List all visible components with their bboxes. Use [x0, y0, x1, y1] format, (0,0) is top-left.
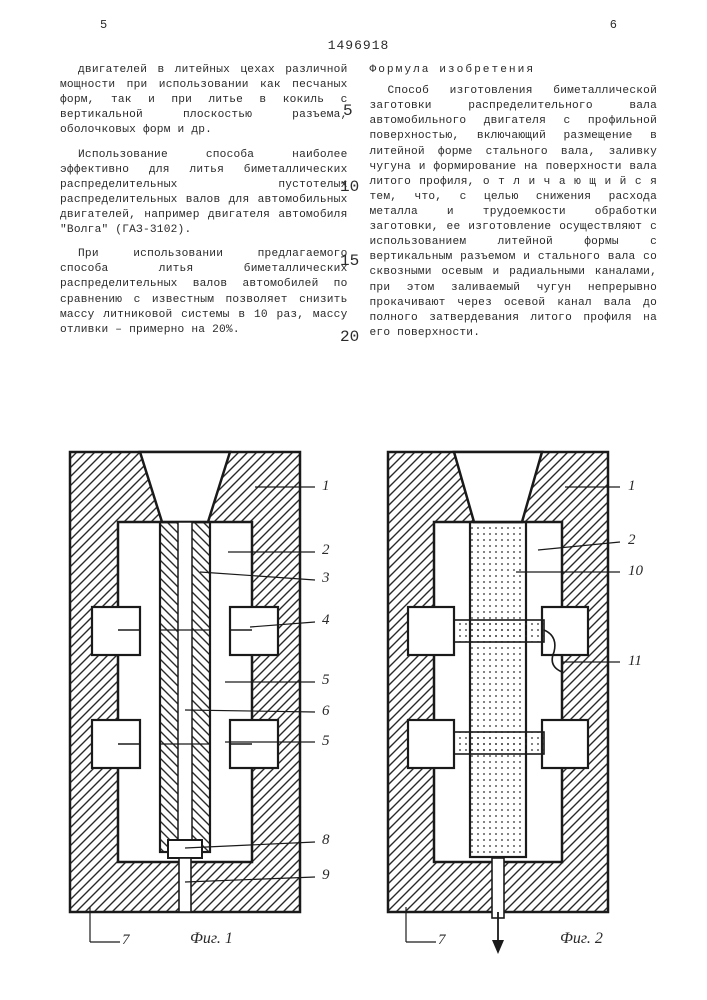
figure-1	[60, 442, 330, 962]
right-column: Формула изобретения Способ изготовления …	[370, 63, 658, 350]
lead-label: 5	[322, 733, 330, 750]
page-left: 5	[100, 18, 107, 32]
lead-label: 2	[322, 542, 330, 559]
lead-label: 3	[322, 570, 330, 587]
fig1-caption: Фиг. 1	[190, 930, 233, 948]
formula-title: Формула изобретения	[370, 63, 658, 78]
para: При использовании предлагаемого способа …	[60, 247, 348, 338]
lead-label: 1	[322, 478, 330, 495]
lead-label: 11	[628, 653, 642, 670]
figures-area: 1 2 3 4 5 6 5 8 9 7 Фиг. 1	[0, 442, 707, 982]
line-mark: 15	[340, 252, 359, 270]
figure-2	[380, 442, 640, 962]
fig2-caption: Фиг. 2	[560, 930, 603, 948]
left-column: двигателей в литейных цехах различной мо…	[60, 63, 348, 350]
lead-label: 8	[322, 832, 330, 849]
text-columns: двигателей в литейных цехах различной мо…	[60, 63, 657, 350]
para: Использование способа наиболее эффективн…	[60, 148, 348, 239]
lead-label: 7	[438, 932, 446, 949]
para: Способ изготовления биметаллической заго…	[370, 84, 658, 341]
para: двигателей в литейных цехах различной мо…	[60, 63, 348, 139]
doc-number: 1496918	[60, 38, 657, 53]
lead-label: 2	[628, 532, 636, 549]
line-mark: 5	[343, 102, 353, 120]
line-mark: 20	[340, 328, 359, 346]
lead-label: 1	[628, 478, 636, 495]
lead-label: 5	[322, 672, 330, 689]
page-right: 6	[610, 18, 617, 32]
lead-label: 4	[322, 612, 330, 629]
lead-label: 7	[122, 932, 130, 949]
lead-label: 10	[628, 563, 643, 580]
lead-label: 6	[322, 703, 330, 720]
header-row: 5 6	[60, 18, 657, 32]
lead-label: 9	[322, 867, 330, 884]
line-mark: 10	[340, 178, 359, 196]
